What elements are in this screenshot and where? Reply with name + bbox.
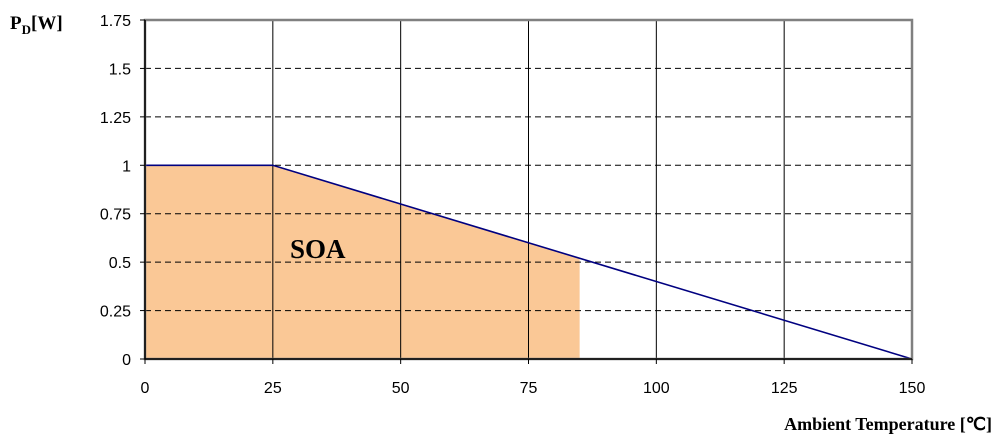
derating-line-0 — [145, 164, 913, 360]
y-tick-label-1_75: 1.75 — [100, 13, 131, 30]
y-axis-label: PD[W] — [10, 13, 63, 37]
x-tick-label-150: 150 — [899, 380, 926, 397]
y-tick-label-1_25: 1.25 — [100, 110, 131, 127]
grid — [145, 20, 912, 359]
x-tick-label-100: 100 — [643, 380, 670, 397]
soa-label: SOA — [290, 234, 346, 264]
x-tick-label-25: 25 — [264, 380, 282, 397]
y-tick-label-1: 1 — [122, 158, 131, 175]
y-tick-label-1_5: 1.5 — [109, 61, 131, 78]
x-tick-label-125: 125 — [771, 380, 798, 397]
x-axis-label: Ambient Temperature [℃] — [784, 414, 992, 434]
x-tick-labels: 0 25 50 75 100 125 150 — [141, 359, 926, 397]
y-tick-label-0: 0 — [122, 352, 131, 369]
y-tick-labels: 0 0.25 0.5 0.75 1 1.25 1.5 1.75 — [100, 13, 145, 369]
y-tick-label-0_5: 0.5 — [109, 255, 131, 272]
y-tick-label-0_25: 0.25 — [100, 304, 131, 321]
series-layer — [145, 164, 913, 360]
y-tick-label-0_75: 0.75 — [100, 207, 131, 224]
x-tick-label-0: 0 — [141, 380, 150, 397]
x-tick-label-50: 50 — [392, 380, 410, 397]
x-tick-label-75: 75 — [520, 380, 538, 397]
